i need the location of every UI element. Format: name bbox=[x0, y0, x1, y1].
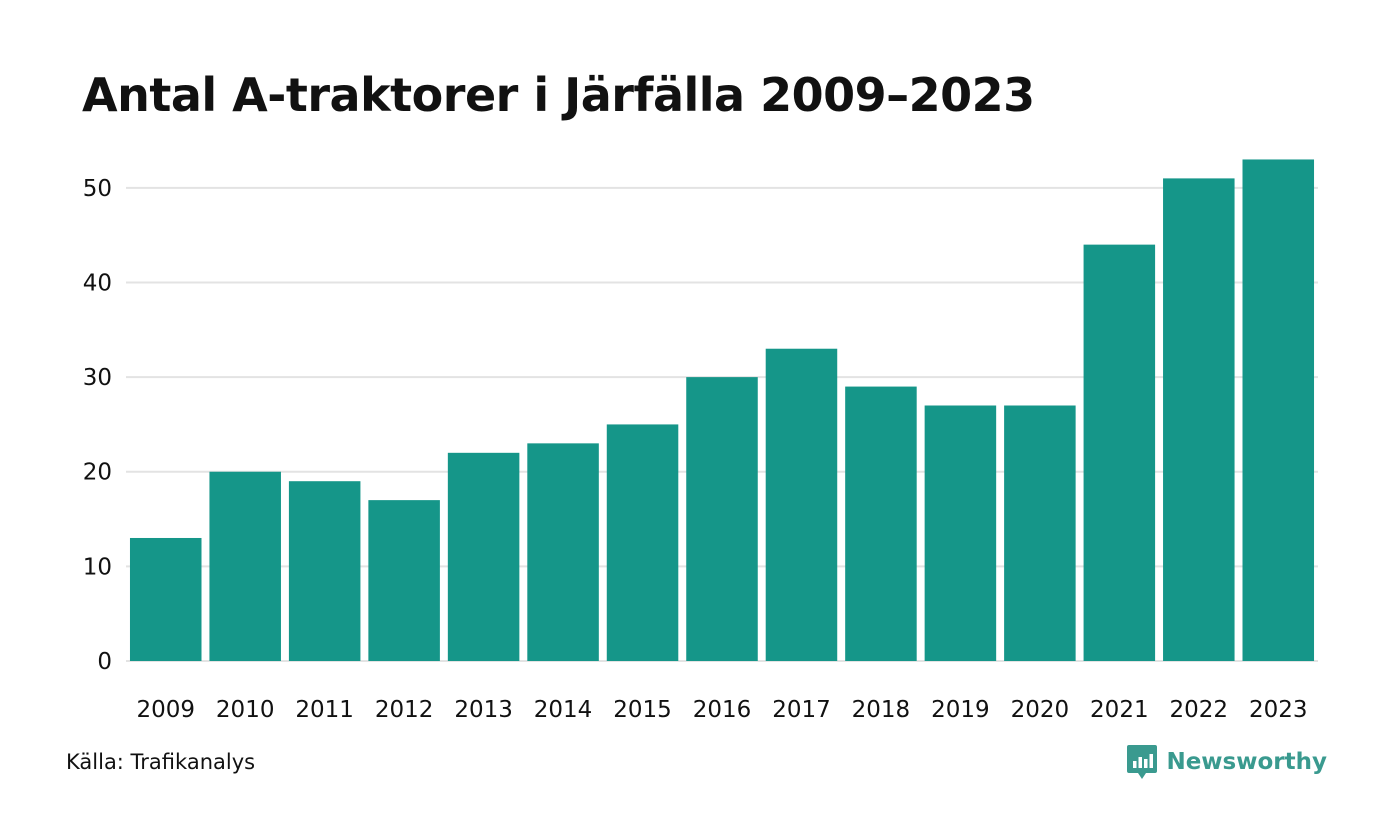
brand-name: Newsworthy bbox=[1166, 749, 1327, 775]
x-tick-label: 2021 bbox=[1090, 697, 1149, 723]
bar bbox=[129, 537, 202, 661]
bar bbox=[1242, 159, 1315, 662]
x-tick-label: 2023 bbox=[1249, 697, 1308, 723]
x-tick-label: 2015 bbox=[613, 697, 672, 723]
newsworthy-logo-icon bbox=[1127, 745, 1158, 779]
bar bbox=[924, 405, 997, 661]
bar bbox=[447, 452, 520, 661]
bar bbox=[606, 424, 679, 661]
x-tick-label: 2017 bbox=[772, 697, 831, 723]
bar bbox=[845, 386, 917, 661]
x-tick-label: 2012 bbox=[375, 697, 434, 723]
bar bbox=[765, 348, 838, 661]
x-tick-label: 2018 bbox=[852, 697, 911, 723]
x-tick-label: 2010 bbox=[216, 697, 275, 723]
chart-title: Antal A-traktorer i Järfälla 2009–2023 bbox=[82, 68, 1035, 122]
source-label: Källa: Trafikanalys bbox=[66, 750, 256, 774]
x-tick-label: 2019 bbox=[931, 697, 990, 723]
x-tick-label: 2009 bbox=[136, 697, 195, 723]
bar bbox=[368, 500, 440, 661]
x-tick-label: 2022 bbox=[1170, 697, 1229, 723]
y-tick-label: 20 bbox=[83, 460, 112, 486]
x-tick-label: 2013 bbox=[454, 697, 513, 723]
bar bbox=[1163, 178, 1235, 661]
x-tick-label: 2016 bbox=[693, 697, 752, 723]
bar bbox=[686, 377, 758, 661]
bar bbox=[288, 481, 361, 661]
bar bbox=[1004, 405, 1076, 661]
y-tick-label: 30 bbox=[83, 365, 112, 391]
x-tick-label: 2020 bbox=[1011, 697, 1070, 723]
brand-logo: Newsworthy bbox=[1127, 745, 1327, 779]
y-tick-label: 50 bbox=[83, 176, 112, 202]
y-tick-label: 40 bbox=[83, 270, 112, 296]
y-tick-label: 0 bbox=[97, 649, 112, 675]
bar bbox=[209, 471, 281, 661]
bar bbox=[527, 443, 599, 661]
y-tick-label: 10 bbox=[83, 554, 112, 580]
x-tick-label: 2014 bbox=[534, 697, 593, 723]
bar bbox=[1083, 244, 1156, 661]
x-tick-label: 2011 bbox=[295, 697, 354, 723]
